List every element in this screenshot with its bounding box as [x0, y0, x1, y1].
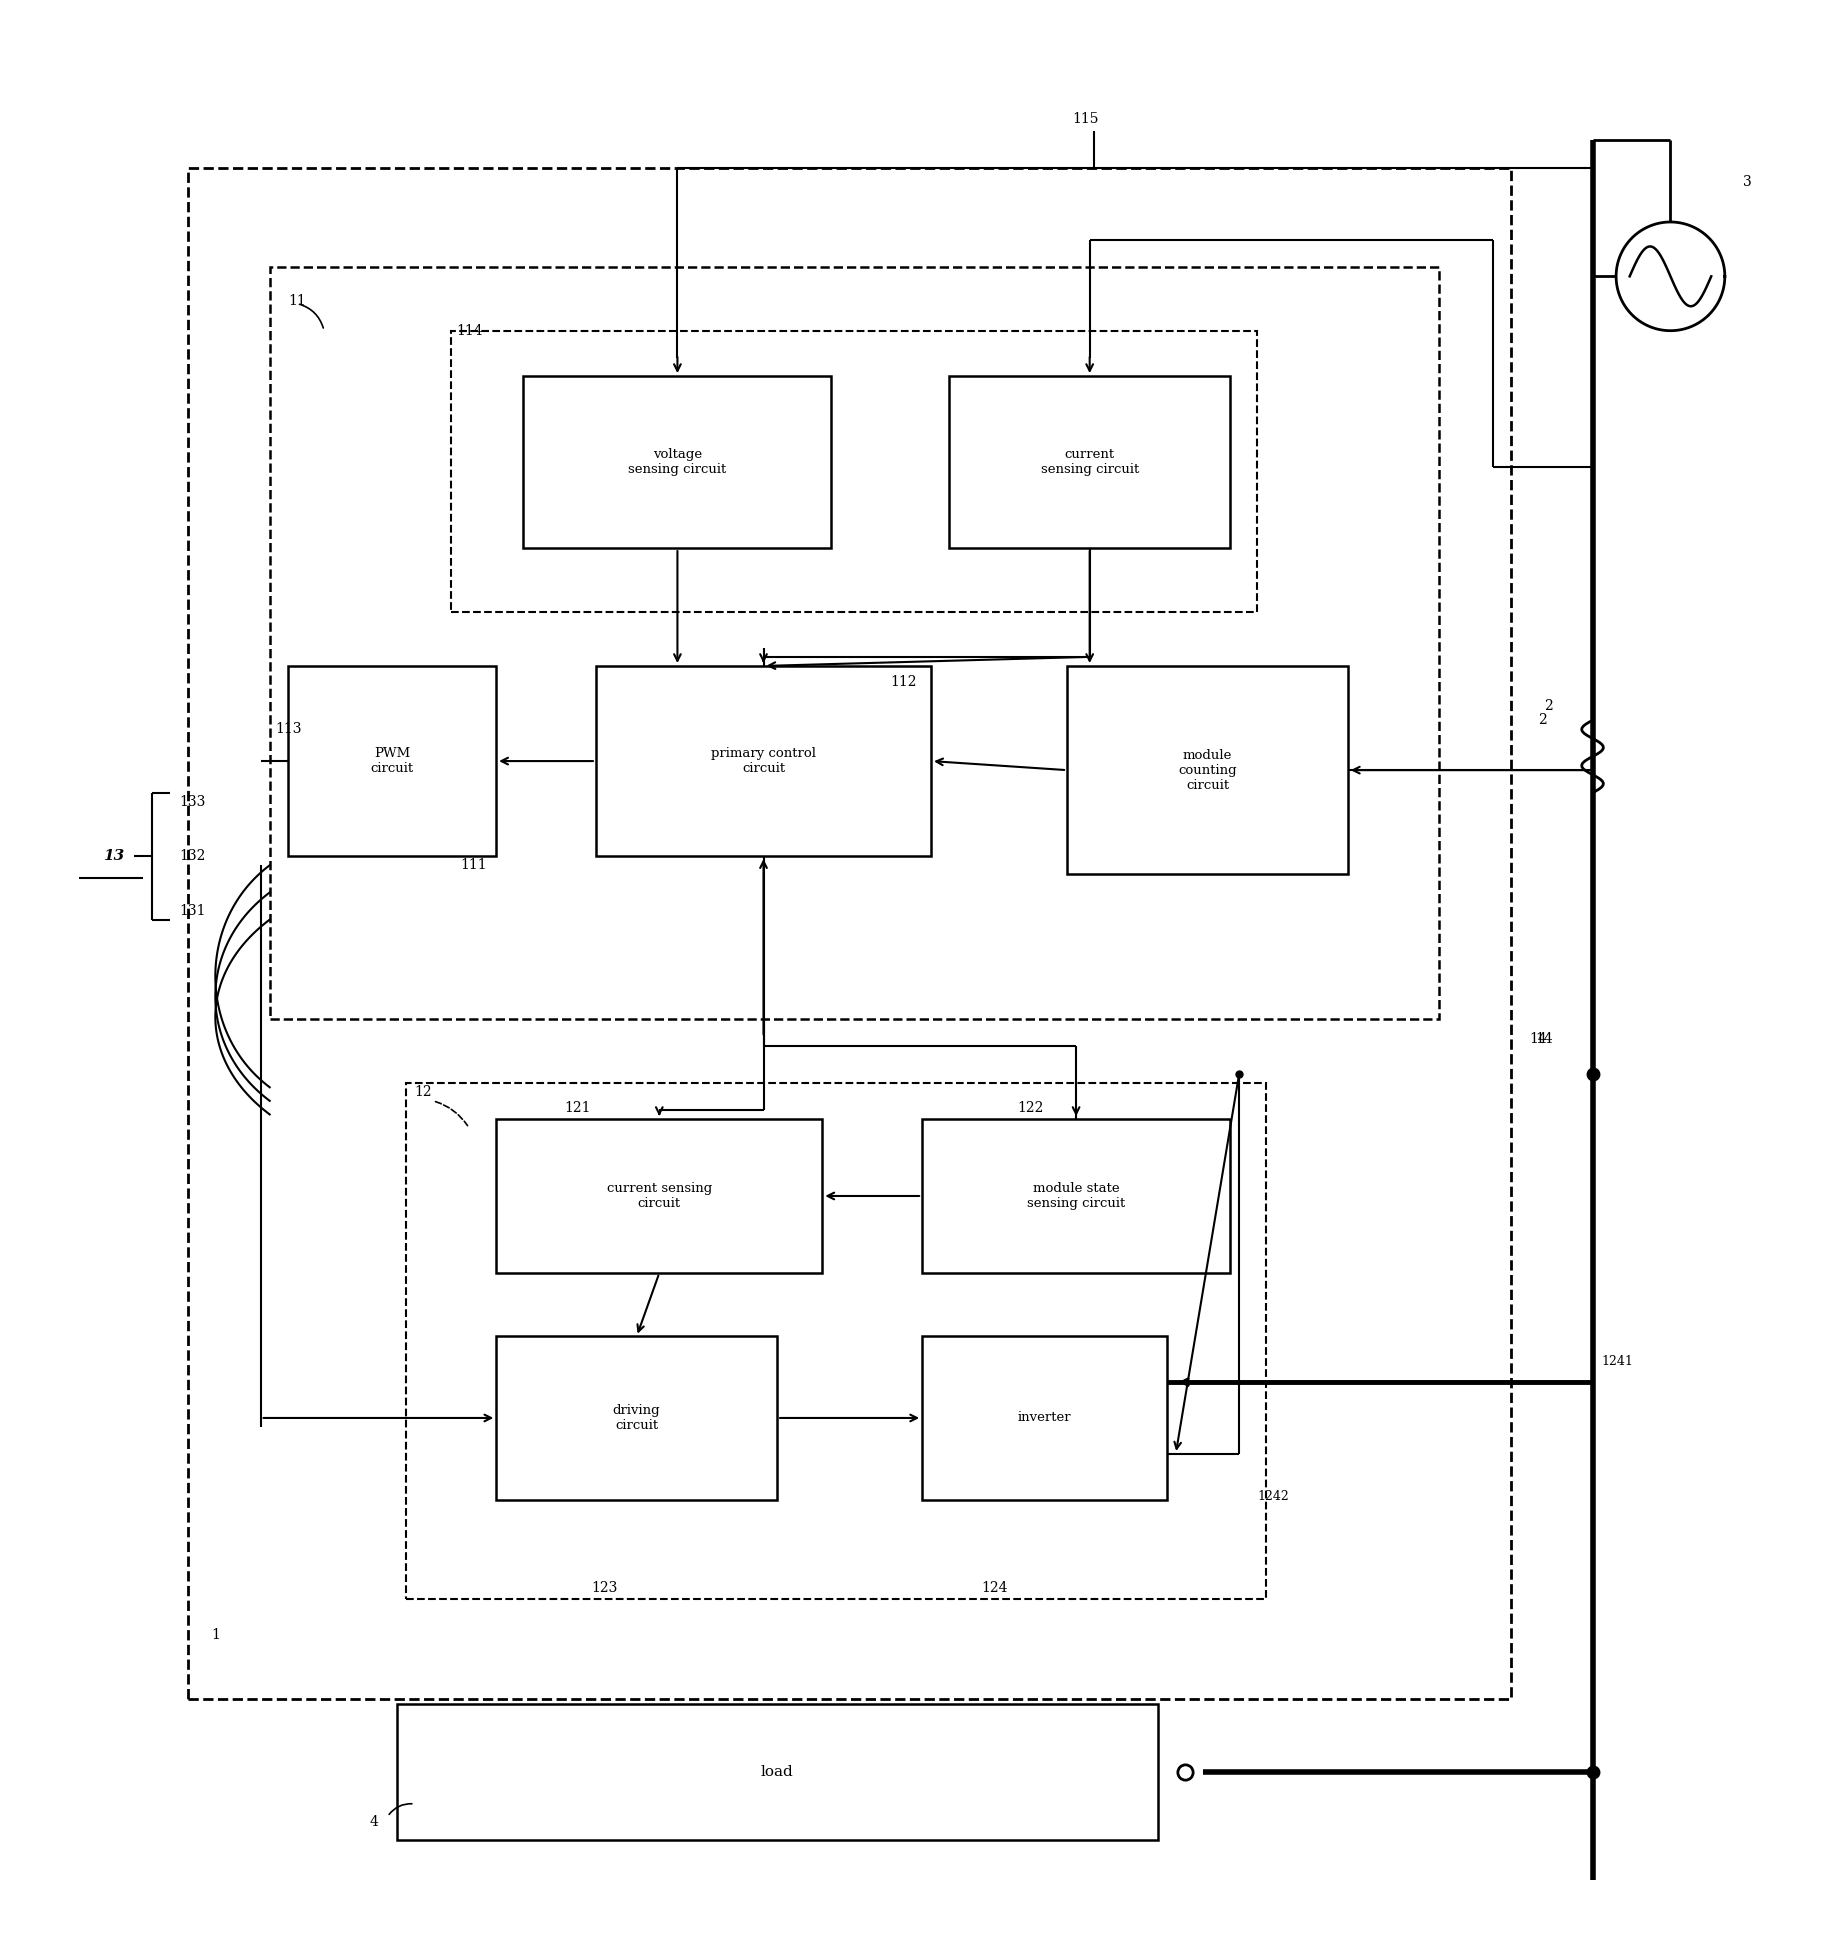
- Text: 132: 132: [179, 849, 206, 863]
- Text: 2: 2: [1539, 713, 1547, 727]
- Text: 114: 114: [456, 323, 482, 337]
- Text: 133: 133: [179, 795, 206, 808]
- Text: 131: 131: [179, 904, 206, 918]
- Text: 1241: 1241: [1601, 1354, 1634, 1367]
- Bar: [497, 1336, 778, 1500]
- Bar: [1066, 666, 1348, 875]
- Text: voltage
sensing circuit: voltage sensing circuit: [628, 448, 727, 475]
- Text: module
counting
circuit: module counting circuit: [1178, 748, 1236, 791]
- Text: current sensing
circuit: current sensing circuit: [606, 1182, 712, 1210]
- Text: 12: 12: [415, 1085, 433, 1099]
- Bar: [188, 168, 1510, 1699]
- Bar: [270, 267, 1439, 1019]
- Text: 14: 14: [1530, 1032, 1547, 1046]
- Text: 113: 113: [276, 723, 301, 736]
- Text: 13: 13: [104, 849, 124, 863]
- Text: 11: 11: [289, 294, 305, 308]
- Text: load: load: [761, 1765, 794, 1779]
- Bar: [405, 1083, 1267, 1599]
- Text: 112: 112: [891, 676, 917, 690]
- Text: 4: 4: [369, 1816, 378, 1829]
- Text: 14: 14: [1536, 1032, 1552, 1046]
- Text: PWM
circuit: PWM circuit: [371, 748, 413, 775]
- Bar: [451, 331, 1258, 612]
- Text: 115: 115: [1072, 111, 1099, 127]
- Bar: [595, 666, 931, 857]
- Text: inverter: inverter: [1017, 1412, 1072, 1424]
- Text: current
sensing circuit: current sensing circuit: [1041, 448, 1139, 475]
- Text: 123: 123: [592, 1582, 619, 1595]
- Text: 3: 3: [1744, 175, 1751, 189]
- Text: 2: 2: [1545, 699, 1552, 713]
- Bar: [396, 1704, 1158, 1841]
- Bar: [922, 1118, 1231, 1272]
- Text: module state
sensing circuit: module state sensing circuit: [1026, 1182, 1125, 1210]
- Bar: [289, 666, 497, 857]
- Bar: [524, 376, 831, 547]
- Text: driving
circuit: driving circuit: [614, 1405, 661, 1432]
- Bar: [497, 1118, 822, 1272]
- Text: 1242: 1242: [1258, 1490, 1289, 1504]
- Bar: [950, 376, 1231, 547]
- Bar: [922, 1336, 1167, 1500]
- Text: 1: 1: [210, 1629, 219, 1642]
- Text: 122: 122: [1017, 1101, 1044, 1114]
- Text: 121: 121: [564, 1101, 592, 1114]
- Text: 111: 111: [460, 859, 486, 873]
- Text: primary control
circuit: primary control circuit: [710, 748, 816, 775]
- Text: 124: 124: [981, 1582, 1008, 1595]
